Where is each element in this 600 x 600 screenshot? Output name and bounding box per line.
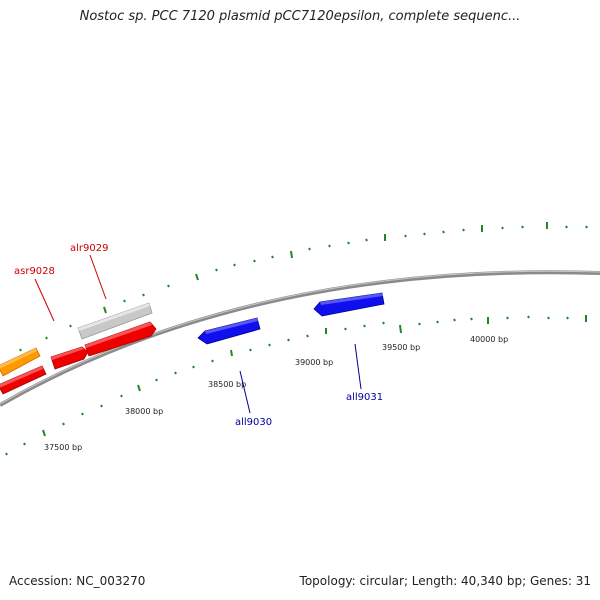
topology-summary: Topology: circular; Length: 40,340 bp; G…	[299, 574, 591, 588]
gene-label-alr9029[interactable]: alr9029	[70, 243, 108, 254]
gene-alr9029[interactable]	[84, 321, 157, 357]
position-label-40000: 40000 bp	[470, 335, 508, 344]
leader-line-asr9028	[34, 278, 55, 322]
gene-label-asr9028[interactable]: asr9028	[14, 266, 55, 277]
position-label-39000: 39000 bp	[295, 358, 333, 367]
position-label-39500: 39500 bp	[382, 343, 420, 352]
position-label-37500: 37500 bp	[44, 443, 82, 452]
leader-line-alr9029	[89, 254, 107, 300]
map-title: Nostoc sp. PCC 7120 plasmid pCC7120epsil…	[79, 9, 521, 24]
outer-tick-ring	[19, 222, 588, 352]
backbone-arc-highlight	[0, 270, 600, 405]
gene-label-all9031[interactable]: all9031	[346, 392, 383, 403]
backbone-arc	[0, 270, 600, 407]
gene-all9031[interactable]	[313, 292, 385, 317]
leader-line-all9030	[239, 370, 251, 414]
gene-all9030[interactable]	[197, 317, 261, 345]
gene-orange-forward[interactable]	[0, 347, 41, 377]
inner-tick-ring	[5, 315, 587, 456]
gene-gray-forward[interactable]	[77, 302, 153, 340]
position-label-38500: 38500 bp	[208, 380, 246, 389]
gene-asr9028[interactable]	[50, 346, 89, 370]
accession-label: Accession: NC_003270	[9, 574, 146, 588]
gene-red-forward-edge[interactable]	[0, 365, 47, 395]
leader-line-all9031	[354, 343, 362, 390]
gene-label-all9030[interactable]: all9030	[235, 417, 272, 428]
position-label-38000: 38000 bp	[125, 407, 163, 416]
